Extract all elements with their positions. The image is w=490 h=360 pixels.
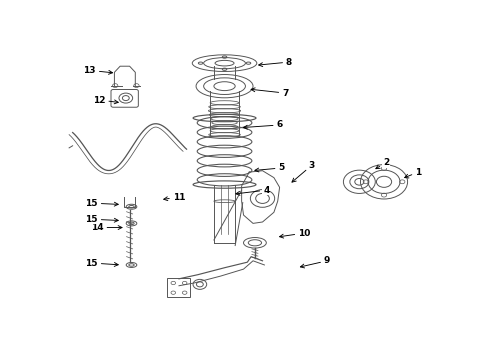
Text: 12: 12 <box>93 95 118 104</box>
Text: 9: 9 <box>300 256 330 268</box>
Text: 14: 14 <box>91 223 122 232</box>
Text: 13: 13 <box>83 66 113 75</box>
Text: 4: 4 <box>236 186 270 195</box>
Text: 6: 6 <box>244 121 283 130</box>
Text: 15: 15 <box>85 258 118 267</box>
Text: 2: 2 <box>376 158 389 169</box>
Text: 7: 7 <box>251 88 289 98</box>
Text: 1: 1 <box>405 168 421 178</box>
Text: 11: 11 <box>164 193 185 202</box>
Text: 5: 5 <box>255 163 285 172</box>
Text: 3: 3 <box>292 161 315 182</box>
Text: 15: 15 <box>85 215 118 224</box>
Text: 15: 15 <box>85 199 118 208</box>
Text: 10: 10 <box>280 229 311 238</box>
Text: 8: 8 <box>259 58 292 67</box>
